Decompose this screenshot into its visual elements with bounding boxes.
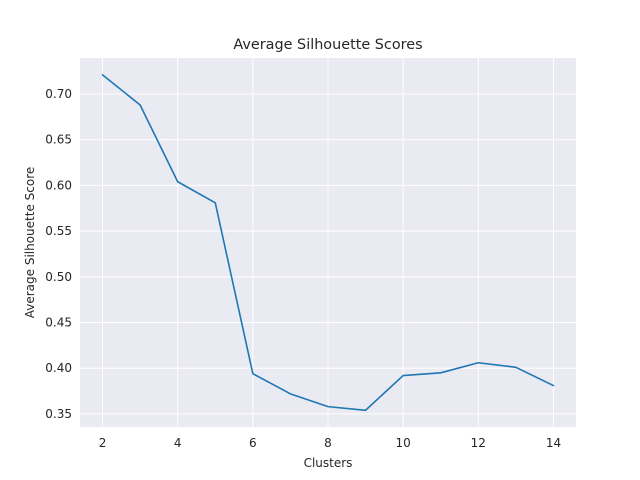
y-tick-label: 0.65 <box>45 133 72 147</box>
x-tick-label: 6 <box>249 436 257 450</box>
y-tick-label: 0.60 <box>45 178 72 192</box>
y-tick-labels: 0.35 0.40 0.45 0.50 0.55 0.60 0.65 0.70 <box>45 87 72 421</box>
y-axis-label: Average Silhouette Score <box>23 167 37 319</box>
x-tick-label: 12 <box>471 436 486 450</box>
y-tick-label: 0.35 <box>45 407 72 421</box>
y-tick-label: 0.50 <box>45 270 72 284</box>
x-tick-label: 8 <box>324 436 332 450</box>
x-tick-label: 10 <box>396 436 411 450</box>
x-tick-label: 4 <box>174 436 182 450</box>
x-axis-label: Clusters <box>304 456 353 470</box>
series-lines <box>101 74 555 412</box>
y-tick-label: 0.45 <box>45 316 72 330</box>
y-tick-label: 0.70 <box>45 87 72 101</box>
y-tick-label: 0.40 <box>45 361 72 375</box>
x-tick-label: 14 <box>546 436 561 450</box>
x-tick-label: 2 <box>99 436 107 450</box>
grid-lines <box>80 58 576 427</box>
chart-title: Average Silhouette Scores <box>233 37 422 53</box>
x-tick-labels: 2 4 6 8 10 12 14 <box>99 436 561 450</box>
y-tick-label: 0.55 <box>45 224 72 238</box>
